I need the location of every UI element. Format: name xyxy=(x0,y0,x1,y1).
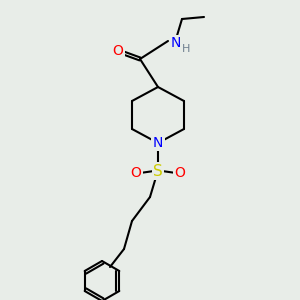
Text: H: H xyxy=(182,44,190,54)
Text: S: S xyxy=(153,164,163,178)
Text: O: O xyxy=(175,166,185,180)
Text: O: O xyxy=(130,166,141,180)
Text: N: N xyxy=(153,136,163,150)
Text: O: O xyxy=(112,44,123,58)
Text: N: N xyxy=(171,36,181,50)
